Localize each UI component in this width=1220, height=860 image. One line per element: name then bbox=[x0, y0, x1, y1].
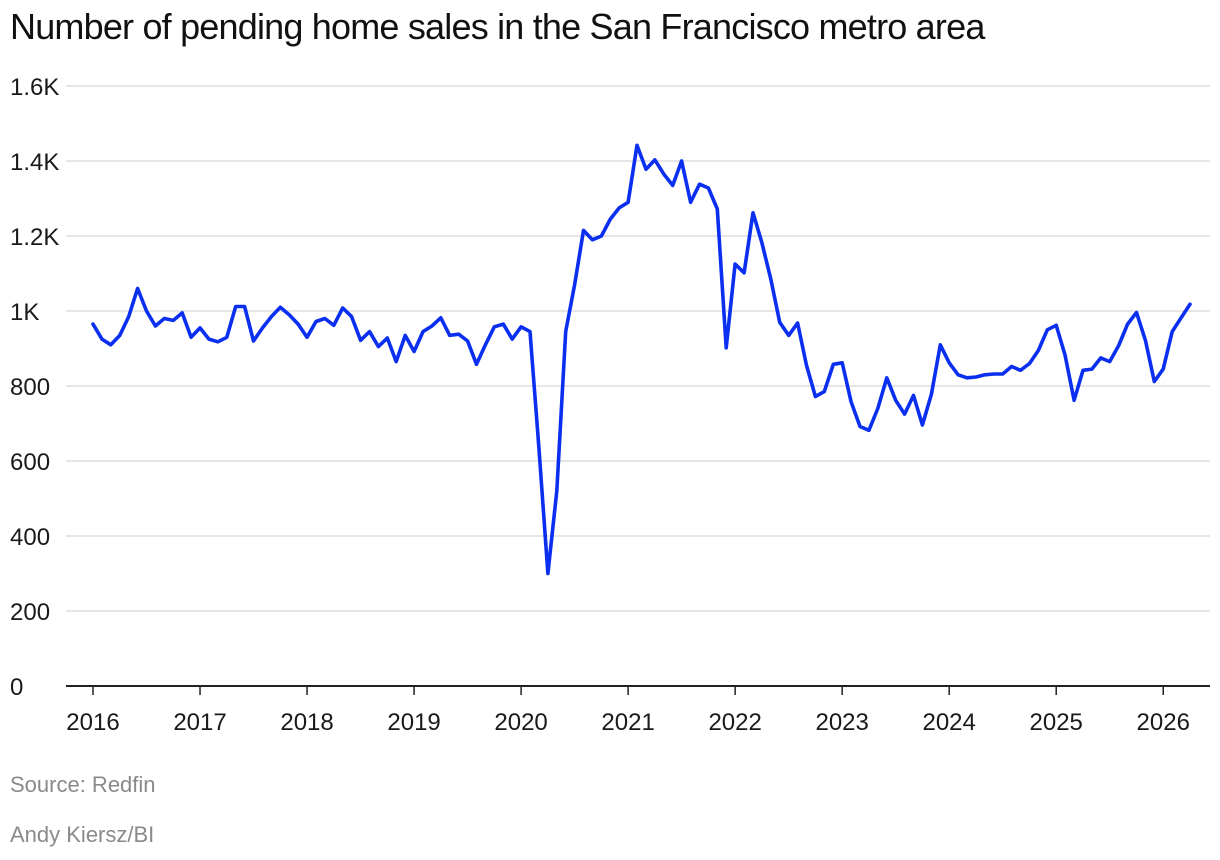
y-tick-label: 1.6K bbox=[10, 74, 59, 101]
y-tick-label: 1K bbox=[10, 299, 39, 326]
y-tick-label: 600 bbox=[10, 449, 50, 476]
x-tick-label: 2025 bbox=[1030, 709, 1083, 736]
y-tick-label: 1.4K bbox=[10, 149, 59, 176]
x-tick-label: 2024 bbox=[922, 709, 975, 736]
series-group bbox=[91, 143, 1192, 576]
gridlines bbox=[66, 85, 1210, 612]
x-tick-label: 2019 bbox=[387, 709, 440, 736]
y-tick-label: 400 bbox=[10, 524, 50, 551]
x-tick-label: 2026 bbox=[1137, 709, 1190, 736]
author-credit: Andy Kiersz/BI bbox=[10, 822, 155, 847]
x-tick-label: 2016 bbox=[66, 709, 119, 736]
x-tick-label: 2020 bbox=[494, 709, 547, 736]
chart-title: Number of pending home sales in the San … bbox=[10, 6, 985, 47]
x-tick-label: 2018 bbox=[280, 709, 333, 736]
y-tick-label: 800 bbox=[10, 374, 50, 401]
x-tick-label: 2023 bbox=[815, 709, 868, 736]
y-tick-label: 1.2K bbox=[10, 224, 59, 251]
series-line-pending-sales bbox=[91, 143, 1192, 576]
x-axis: 2016 2017 2018 2019 2020 2021 2022 2023 2024 2025… bbox=[66, 685, 1210, 736]
y-axis: 0 200 400 600 800 1K 1.2K 1.4K 1.6K bbox=[10, 74, 59, 701]
x-tick-label: 2017 bbox=[173, 709, 226, 736]
y-tick-label: 200 bbox=[10, 599, 50, 626]
y-tick-label: 0 bbox=[10, 674, 23, 701]
x-tick-label: 2022 bbox=[708, 709, 761, 736]
source-note: Source: Redfin bbox=[10, 772, 156, 797]
x-tick-label: 2021 bbox=[601, 709, 654, 736]
